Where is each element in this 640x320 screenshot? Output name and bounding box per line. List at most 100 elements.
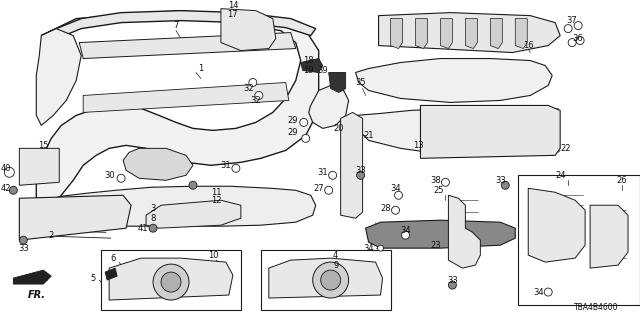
Polygon shape bbox=[420, 105, 560, 158]
Text: 8: 8 bbox=[150, 214, 156, 223]
Polygon shape bbox=[518, 175, 640, 305]
Polygon shape bbox=[515, 19, 527, 49]
Text: 7: 7 bbox=[173, 21, 179, 30]
Text: 6: 6 bbox=[111, 254, 116, 263]
Polygon shape bbox=[56, 11, 316, 37]
Polygon shape bbox=[19, 195, 131, 240]
Polygon shape bbox=[440, 19, 452, 49]
Text: 11: 11 bbox=[211, 188, 221, 197]
Text: 16: 16 bbox=[523, 41, 534, 50]
Circle shape bbox=[232, 164, 240, 172]
Circle shape bbox=[255, 92, 263, 100]
Text: 23: 23 bbox=[430, 241, 441, 250]
Polygon shape bbox=[390, 19, 403, 49]
Text: 36: 36 bbox=[573, 34, 584, 43]
Polygon shape bbox=[329, 73, 346, 92]
Text: 38: 38 bbox=[430, 176, 441, 185]
Text: 31: 31 bbox=[317, 168, 328, 177]
Text: 25: 25 bbox=[433, 186, 444, 195]
Polygon shape bbox=[146, 200, 241, 228]
Circle shape bbox=[501, 181, 509, 189]
Circle shape bbox=[117, 174, 125, 182]
Text: FR.: FR. bbox=[28, 290, 45, 300]
Text: 34: 34 bbox=[400, 226, 411, 235]
Text: 24: 24 bbox=[555, 171, 565, 180]
Circle shape bbox=[300, 118, 308, 126]
Circle shape bbox=[161, 272, 181, 292]
Text: 9: 9 bbox=[333, 260, 339, 270]
Text: 13: 13 bbox=[413, 141, 424, 150]
Circle shape bbox=[442, 178, 449, 186]
Text: 27: 27 bbox=[314, 184, 324, 193]
Polygon shape bbox=[39, 186, 316, 226]
Text: 29: 29 bbox=[287, 128, 298, 137]
Text: 33: 33 bbox=[495, 176, 506, 185]
Circle shape bbox=[392, 206, 399, 214]
Circle shape bbox=[329, 171, 337, 179]
Circle shape bbox=[394, 191, 403, 199]
Polygon shape bbox=[356, 59, 552, 102]
Circle shape bbox=[10, 186, 17, 194]
Polygon shape bbox=[379, 12, 560, 52]
Text: 33: 33 bbox=[355, 166, 366, 175]
Text: 18: 18 bbox=[303, 56, 314, 65]
Polygon shape bbox=[109, 258, 233, 300]
Text: 32: 32 bbox=[250, 96, 261, 105]
Circle shape bbox=[153, 264, 189, 300]
Text: 17: 17 bbox=[228, 10, 238, 19]
Text: 28: 28 bbox=[380, 204, 391, 213]
Text: 34: 34 bbox=[390, 184, 401, 193]
Circle shape bbox=[568, 39, 576, 46]
Circle shape bbox=[449, 281, 456, 289]
Circle shape bbox=[313, 262, 349, 298]
Circle shape bbox=[249, 78, 257, 86]
Text: 35: 35 bbox=[355, 78, 366, 87]
Circle shape bbox=[4, 167, 14, 177]
Polygon shape bbox=[490, 19, 502, 49]
Polygon shape bbox=[101, 250, 241, 310]
Polygon shape bbox=[356, 108, 552, 155]
Text: 14: 14 bbox=[228, 1, 238, 10]
Text: 37: 37 bbox=[567, 16, 577, 25]
Polygon shape bbox=[365, 220, 515, 248]
Polygon shape bbox=[269, 258, 383, 298]
Text: 41: 41 bbox=[138, 224, 148, 233]
Polygon shape bbox=[528, 188, 585, 262]
Circle shape bbox=[564, 25, 572, 33]
Text: 29: 29 bbox=[287, 116, 298, 125]
Text: 2: 2 bbox=[49, 231, 54, 240]
Text: 33: 33 bbox=[18, 244, 29, 253]
Text: 4: 4 bbox=[333, 251, 339, 260]
Circle shape bbox=[401, 231, 410, 239]
Polygon shape bbox=[465, 19, 477, 49]
Circle shape bbox=[149, 224, 157, 232]
Text: 1: 1 bbox=[198, 64, 204, 73]
Text: 22: 22 bbox=[560, 144, 570, 153]
Text: 12: 12 bbox=[211, 196, 221, 205]
Text: 30: 30 bbox=[104, 171, 115, 180]
Circle shape bbox=[576, 36, 584, 44]
Polygon shape bbox=[449, 195, 481, 268]
Text: TBA4B4600: TBA4B4600 bbox=[573, 303, 618, 312]
Text: 34: 34 bbox=[533, 288, 543, 297]
Polygon shape bbox=[83, 83, 289, 112]
Polygon shape bbox=[105, 268, 117, 280]
Polygon shape bbox=[590, 205, 628, 268]
Circle shape bbox=[321, 270, 340, 290]
Text: 15: 15 bbox=[38, 141, 49, 150]
Text: 31: 31 bbox=[221, 161, 231, 170]
Polygon shape bbox=[301, 59, 323, 73]
Circle shape bbox=[301, 134, 310, 142]
Polygon shape bbox=[221, 9, 276, 51]
Text: 10: 10 bbox=[207, 251, 218, 260]
Text: 32: 32 bbox=[244, 84, 254, 93]
Text: 20: 20 bbox=[333, 124, 344, 133]
Text: 33: 33 bbox=[447, 276, 458, 284]
Polygon shape bbox=[261, 250, 390, 310]
Text: 34: 34 bbox=[364, 244, 374, 253]
Circle shape bbox=[356, 171, 365, 179]
Polygon shape bbox=[19, 148, 60, 185]
Text: 5: 5 bbox=[90, 274, 96, 283]
Circle shape bbox=[378, 245, 383, 251]
Text: 40: 40 bbox=[1, 164, 12, 173]
